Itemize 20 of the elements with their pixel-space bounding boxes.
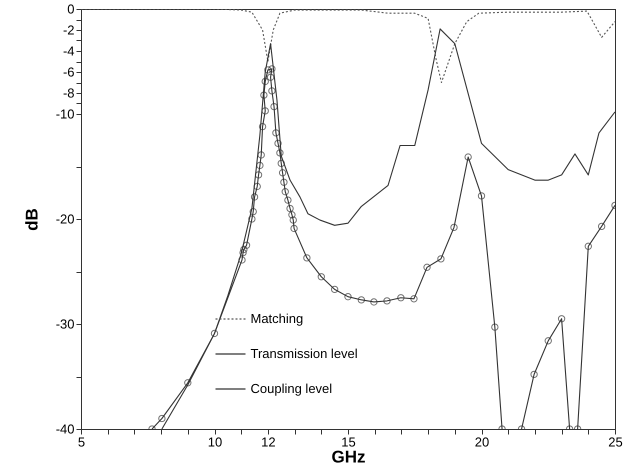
y-tick-label: -4 — [62, 44, 74, 58]
x-tick-label: 15 — [341, 434, 356, 450]
y-tick-label: -8 — [62, 86, 74, 100]
y-tick-label: -30 — [56, 316, 74, 332]
y-tick-label: -6 — [62, 64, 74, 80]
x-tick-label: 10 — [208, 434, 222, 450]
x-tick-label: 5 — [78, 434, 86, 450]
legend-label: Matching — [250, 311, 304, 326]
legend-label: Transmission level — [250, 346, 358, 361]
x-tick-label: 25 — [608, 434, 623, 450]
y-axis-title: dB — [22, 208, 42, 231]
x-tick-label: 20 — [474, 434, 490, 450]
y-tick-label: -2 — [62, 22, 74, 38]
y-tick-label: -40 — [56, 422, 74, 436]
x-tick-label: 12 — [261, 434, 276, 450]
legend-label: Coupling level — [250, 381, 332, 396]
y-tick-label: -10 — [56, 106, 74, 122]
y-tick-label: -20 — [56, 212, 74, 226]
x-axis-title: GHz — [332, 448, 366, 466]
y-tick-label: 0 — [67, 2, 74, 16]
